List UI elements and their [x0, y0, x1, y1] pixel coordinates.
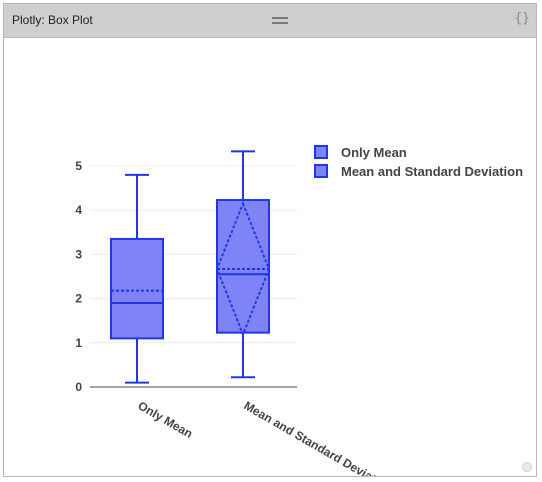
legend-swatch: [314, 164, 328, 178]
y-tick-label: 3: [75, 247, 82, 261]
y-tick-label: 0: [75, 380, 82, 394]
box-mean-sd: [216, 199, 270, 334]
y-tick-label: 1: [75, 336, 82, 350]
y-tick-label: 4: [75, 203, 82, 217]
drag-handle-icon[interactable]: [272, 17, 288, 25]
resize-grip-icon[interactable]: [522, 462, 532, 472]
code-icon[interactable]: {}: [514, 11, 530, 26]
box-only-mean: [110, 237, 164, 340]
legend-label: Mean and Standard Deviation: [341, 164, 523, 179]
sd-diamond: [215, 200, 271, 338]
panel-title: Plotly: Box Plot: [12, 13, 93, 27]
legend-label: Only Mean: [341, 145, 407, 160]
y-tick-label: 2: [75, 292, 82, 306]
y-tick-label: 5: [75, 159, 82, 173]
x-tick-label: Mean and Standard Deviation: [242, 398, 395, 482]
x-tick-label: Only Mean: [136, 398, 196, 440]
panel-titlebar[interactable]: Plotly: Box Plot {}: [4, 4, 536, 38]
plot-panel: Plotly: Box Plot {}: [3, 3, 537, 477]
legend-swatch: [314, 145, 328, 159]
